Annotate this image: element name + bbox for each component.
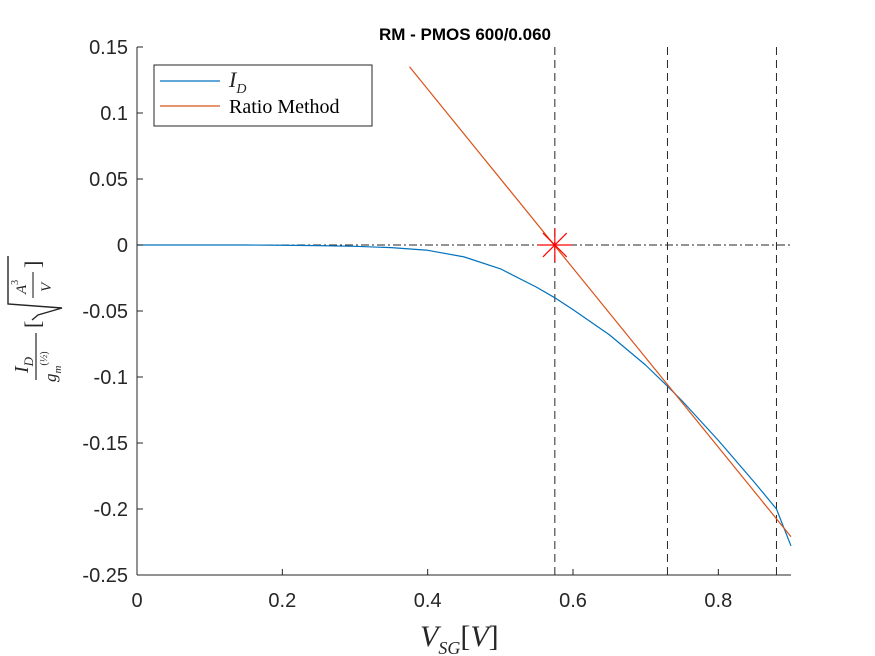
legend: ID Ratio Method <box>153 64 373 127</box>
series-line-ratio-method <box>409 66 792 538</box>
svg-text:]: ] <box>20 261 45 268</box>
chart-title: RM - PMOS 600/0.060 <box>379 25 551 44</box>
x-tick-label: 0.6 <box>559 590 587 612</box>
y-axis-label: ID gm(½) [ A3 V ] <box>7 256 64 382</box>
x-tick-label: 0.4 <box>414 590 442 612</box>
x-tick-label: 0.8 <box>704 590 732 612</box>
y-tick-label: 0.1 <box>100 103 128 125</box>
x-tick-label: 0.2 <box>268 590 296 612</box>
y-tick-label: -0.15 <box>82 433 128 455</box>
legend-box <box>153 64 373 127</box>
y-tick-label: -0.2 <box>94 499 128 521</box>
intersection-marker <box>537 228 572 262</box>
y-tick-label: 0 <box>117 235 128 257</box>
svg-text:VSG[V]: VSG[V] <box>420 620 499 656</box>
plot-area <box>137 47 791 575</box>
y-tick-label: -0.05 <box>82 301 128 323</box>
marker-stroke-4 <box>542 232 568 258</box>
series-layer <box>137 66 792 547</box>
svg-text:A3: A3 <box>10 280 30 295</box>
y-tick-label: -0.25 <box>82 565 128 587</box>
y-tick-label: 0.15 <box>89 37 128 59</box>
y-tick-label: 0.05 <box>89 169 128 191</box>
plot-background <box>137 47 791 575</box>
svg-text:gm(½): gm(½) <box>39 351 64 382</box>
svg-text:ID: ID <box>11 356 36 374</box>
x-tick-label: 0 <box>131 590 142 612</box>
svg-text:V: V <box>39 281 55 292</box>
svg-text:[: [ <box>20 321 45 328</box>
y-tick-label: -0.1 <box>94 367 128 389</box>
x-axis-label: VSG[V] <box>420 620 499 656</box>
series-line-id <box>137 244 792 547</box>
axes: 0 0.2 0.4 0.6 0.8 0.15 0.1 0.05 0 -0.05 -0.1 -0.15 -… <box>82 37 791 612</box>
legend-label-ratio: Ratio Method <box>229 96 340 118</box>
marker-layer <box>537 228 572 262</box>
